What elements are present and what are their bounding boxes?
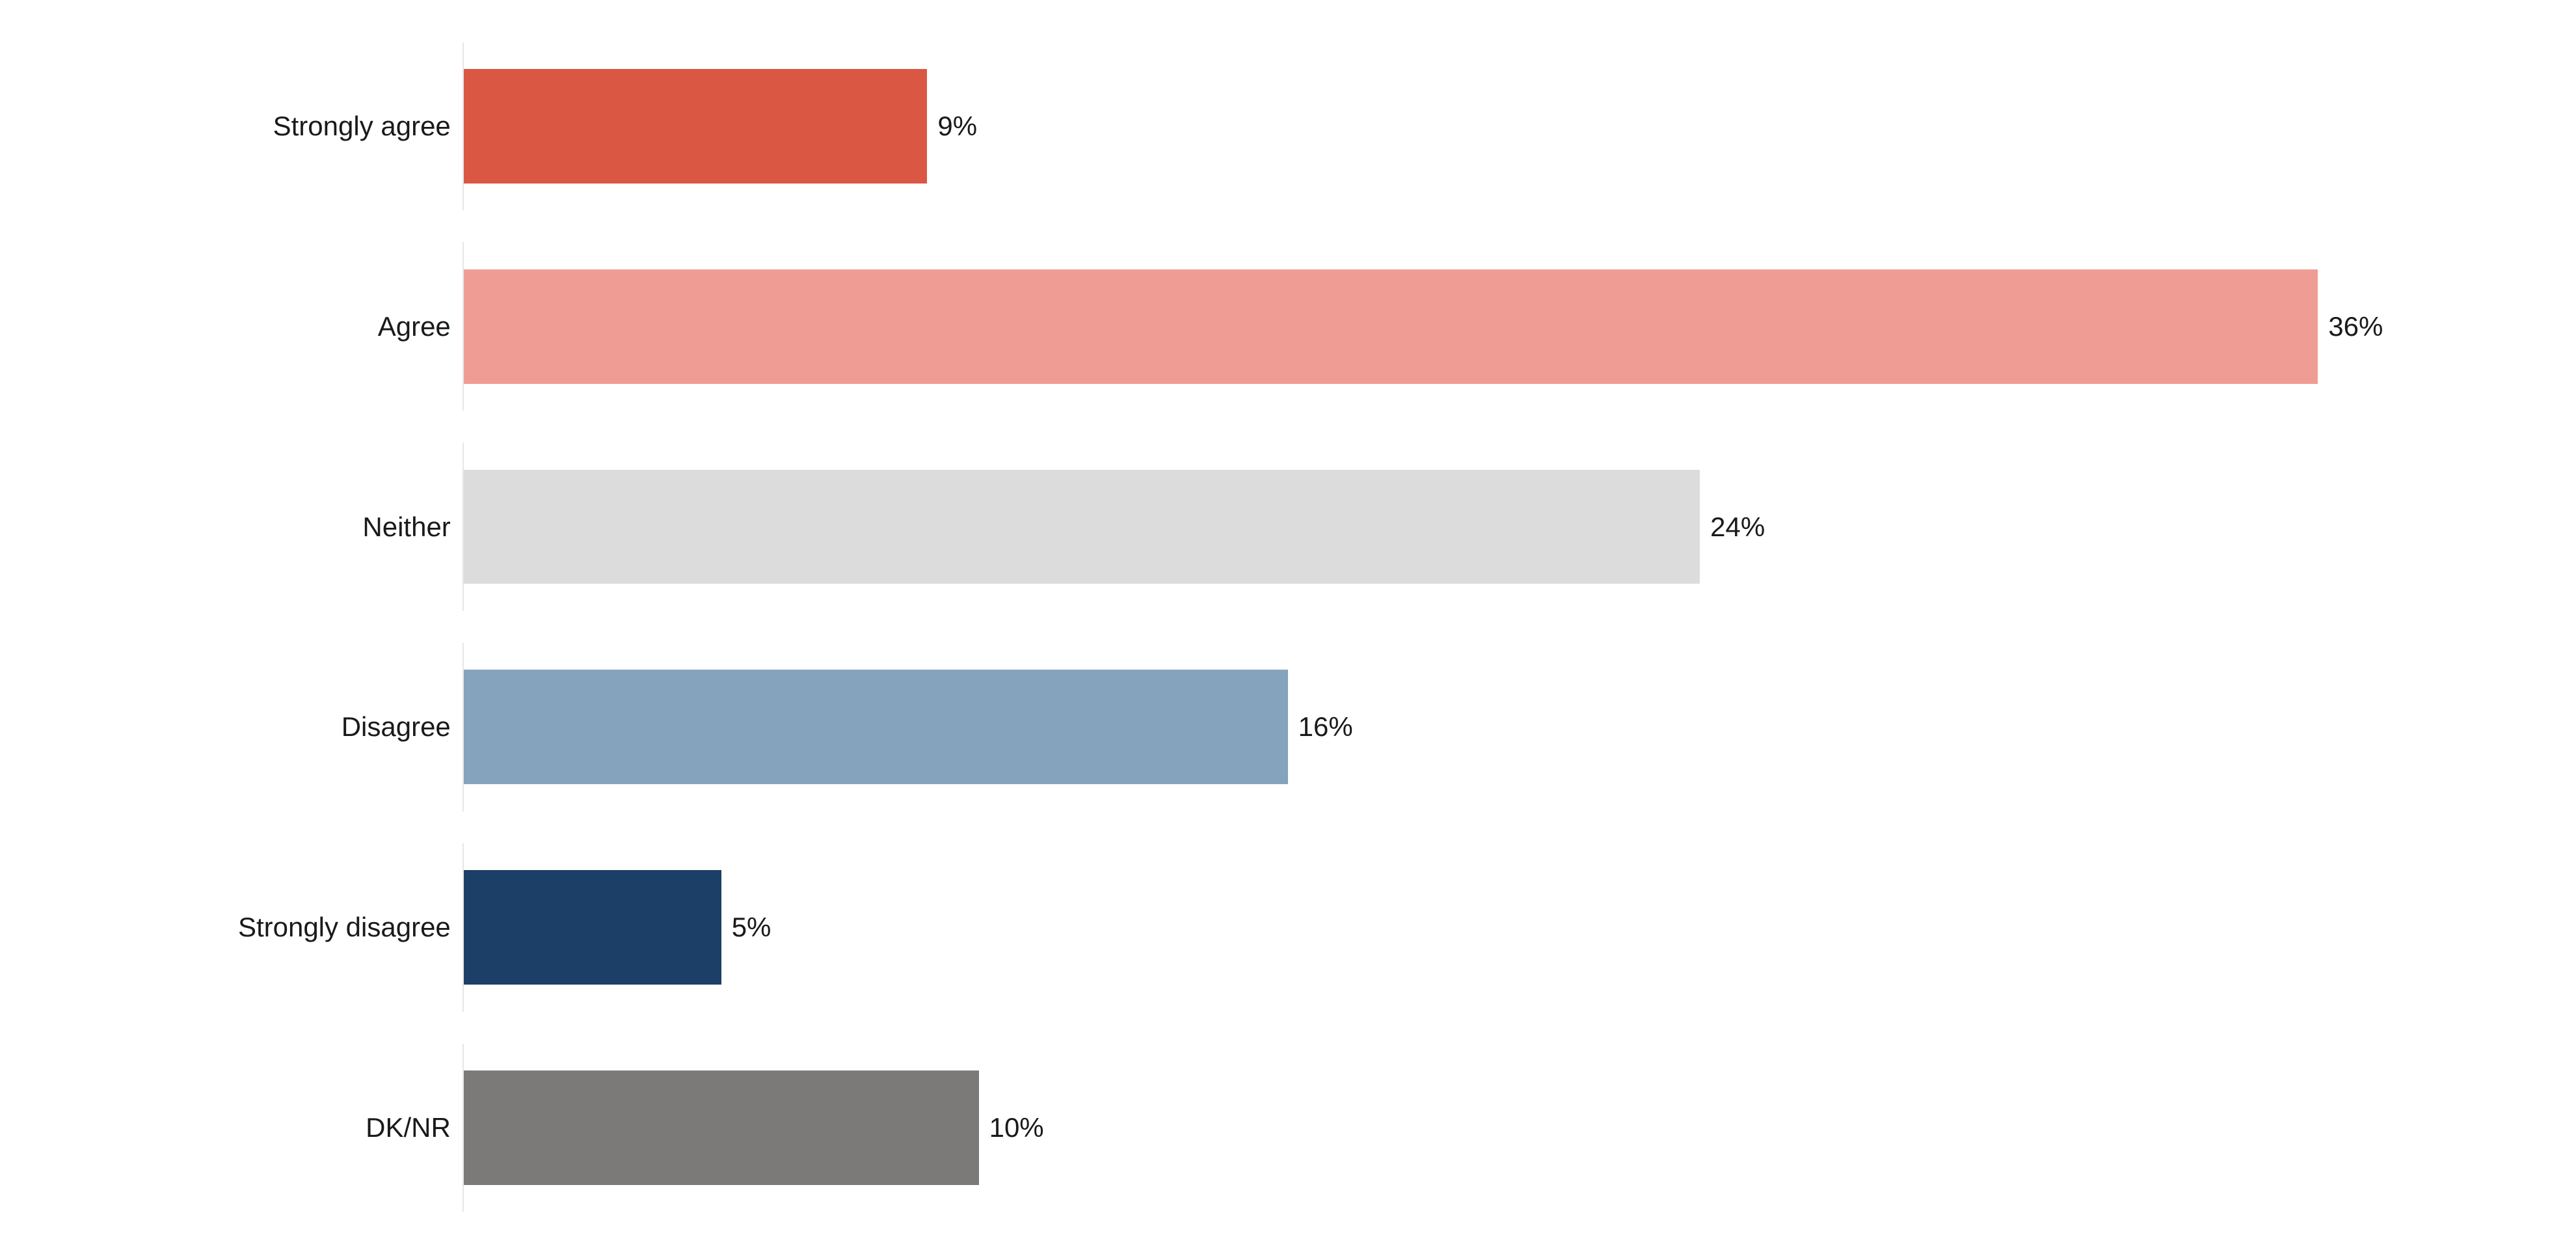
bar-area: 5%: [463, 843, 2524, 1012]
bar-area: 16%: [463, 643, 2524, 811]
bar-area: 9%: [463, 42, 2524, 211]
bar: [464, 470, 1700, 584]
bar-area: 24%: [463, 443, 2524, 611]
chart-row: Neither 24%: [26, 443, 2524, 611]
category-label: Disagree: [26, 711, 463, 743]
category-label: Neither: [26, 511, 463, 543]
bar: [464, 1070, 979, 1185]
category-label: Agree: [26, 311, 463, 342]
value-label: 16%: [1288, 711, 1353, 743]
bar: [464, 670, 1288, 784]
chart-row: Strongly disagree 5%: [26, 843, 2524, 1012]
chart-row: DK/NR 10%: [26, 1044, 2524, 1212]
bar-area: 36%: [463, 242, 2524, 411]
bar-area: 10%: [463, 1044, 2524, 1212]
chart-row: Strongly agree 9%: [26, 42, 2524, 211]
value-label: 10%: [979, 1112, 1044, 1143]
value-label: 36%: [2318, 311, 2383, 342]
bar: [464, 69, 928, 184]
bar: [464, 870, 721, 985]
chart-row: Disagree 16%: [26, 643, 2524, 811]
value-label: 5%: [721, 912, 771, 943]
category-label: Strongly disagree: [26, 912, 463, 943]
bar: [464, 269, 2318, 384]
chart-row: Agree 36%: [26, 242, 2524, 411]
survey-bar-chart: Strongly agree 9% Agree 36% Neither 24% Disagr…: [0, 0, 2576, 1254]
value-label: 9%: [927, 111, 977, 142]
value-label: 24%: [1700, 511, 1765, 543]
category-label: Strongly agree: [26, 111, 463, 142]
category-label: DK/NR: [26, 1112, 463, 1143]
